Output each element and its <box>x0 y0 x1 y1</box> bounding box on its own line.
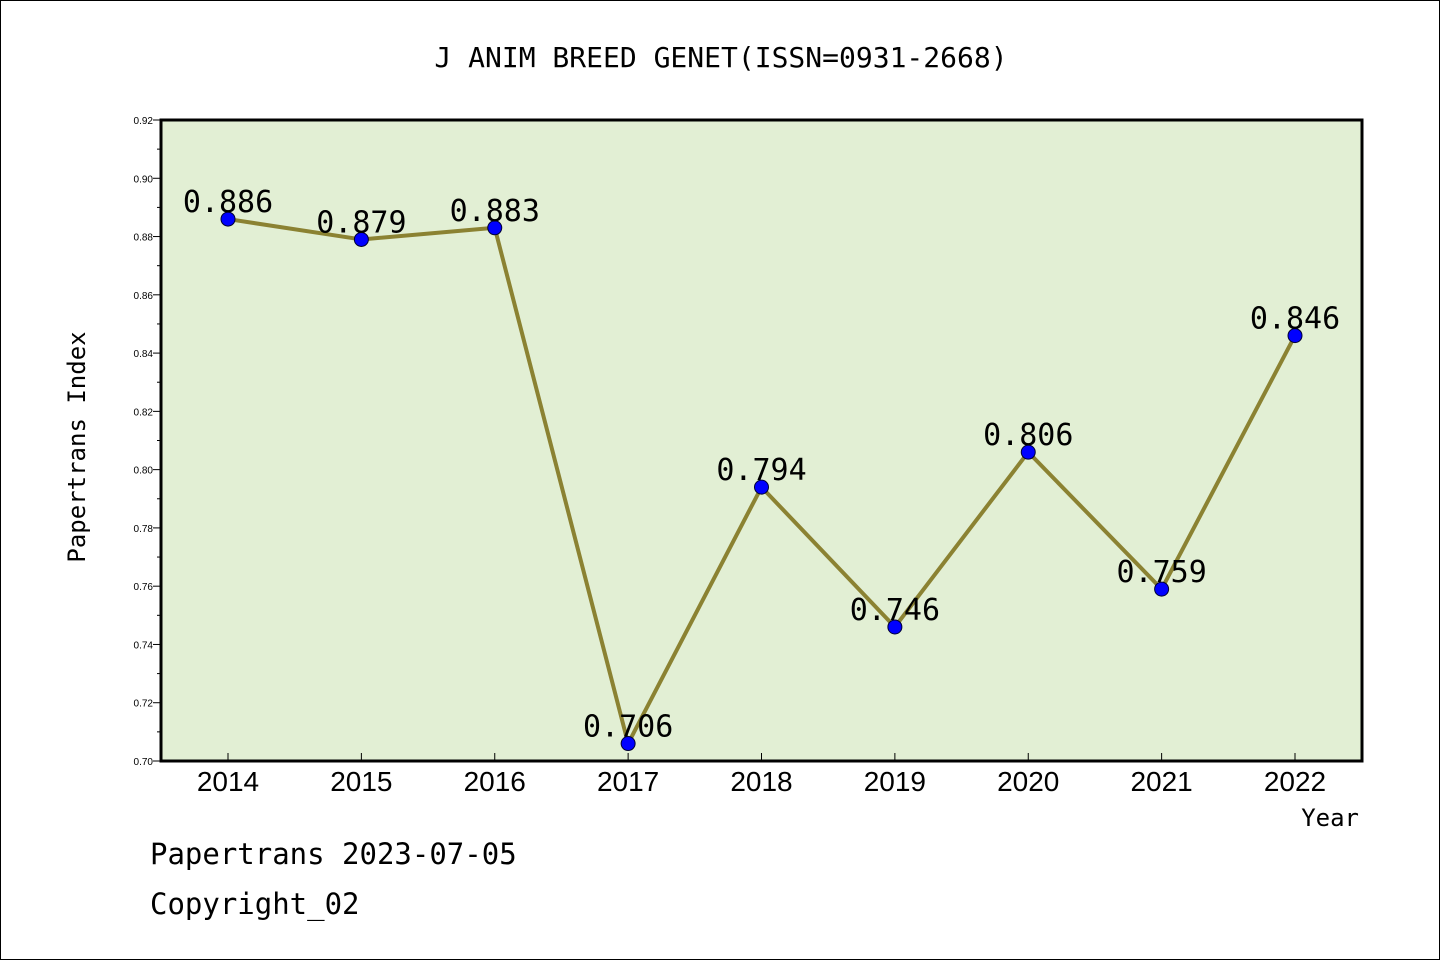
chart-title: J ANIM BREED GENET(ISSN=0931-2668) <box>434 41 1007 74</box>
y-axis-label: Papertrans Index <box>63 331 91 562</box>
footer-date: Papertrans 2023-07-05 <box>150 837 517 871</box>
data-label: 0.794 <box>716 453 806 488</box>
data-point-marker <box>220 211 236 227</box>
x-tick-label: 2016 <box>464 766 526 797</box>
plot-area <box>159 118 1364 763</box>
y-tick-label: 0.70 <box>134 757 154 768</box>
data-point-marker <box>887 619 903 635</box>
x-tick-label: 2015 <box>330 766 392 797</box>
data-point-marker <box>620 736 636 752</box>
data-label: 0.746 <box>850 593 940 628</box>
y-tick-label: 0.86 <box>134 291 154 302</box>
data-point-marker <box>353 231 369 247</box>
data-label: 0.846 <box>1250 302 1340 337</box>
y-tick-label: 0.80 <box>134 466 154 477</box>
x-tick-label: 2020 <box>997 766 1059 797</box>
data-label: 0.886 <box>183 185 273 220</box>
y-tick-label: 0.92 <box>134 116 154 127</box>
data-label: 0.883 <box>450 194 540 229</box>
x-tick-label: 2014 <box>197 766 259 797</box>
data-label: 0.806 <box>983 418 1073 453</box>
x-axis-label: Year <box>1301 804 1359 832</box>
x-tick-label: 2018 <box>730 766 792 797</box>
series-group: 0.886 0.879 0.883 0.706 0.794 0.746 0.806 0.759… <box>183 185 1340 752</box>
x-tick-label: 2017 <box>597 766 659 797</box>
y-tick-label: 0.82 <box>134 407 154 418</box>
x-tick-label: 2021 <box>1130 766 1192 797</box>
x-axis: 2014 2015 2016 2017 2018 2019 2020 2021 2022 <box>197 753 1326 797</box>
data-label: 0.706 <box>583 710 673 745</box>
y-tick-label: 0.90 <box>134 174 154 185</box>
data-label: 0.879 <box>316 205 406 240</box>
y-tick-label: 0.72 <box>134 699 154 710</box>
y-axis: 0.70 0.72 0.74 0.76 0.78 0.80 0.82 0.84 0.86 0.88… <box>134 116 161 768</box>
y-tick-label: 0.78 <box>134 524 154 535</box>
y-tick-label: 0.88 <box>134 233 154 244</box>
data-point-marker <box>1020 444 1036 460</box>
footer-copyright: Copyright_02 <box>150 887 360 922</box>
y-tick-label: 0.74 <box>134 640 154 651</box>
data-label: 0.759 <box>1116 555 1206 590</box>
data-point-marker <box>487 220 503 236</box>
data-point-marker <box>1287 328 1303 344</box>
x-tick-label: 2022 <box>1264 766 1326 797</box>
y-tick-label: 0.84 <box>134 349 154 360</box>
x-tick-label: 2019 <box>864 766 926 797</box>
y-tick-label: 0.76 <box>134 582 154 593</box>
data-point-marker <box>754 479 769 495</box>
data-point-marker <box>1154 581 1170 597</box>
